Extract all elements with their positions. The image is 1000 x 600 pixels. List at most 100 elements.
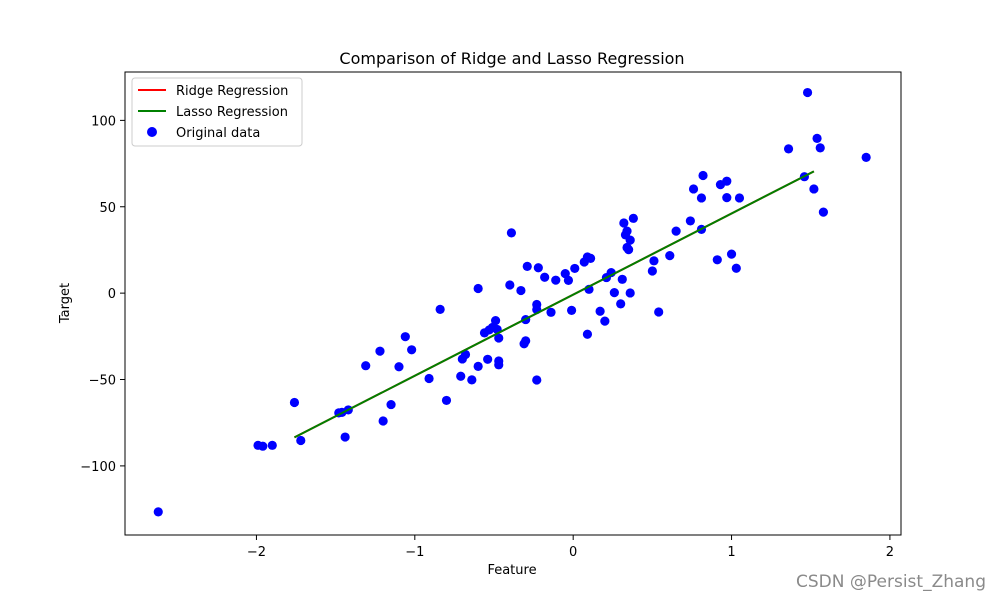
data-point xyxy=(649,256,659,266)
data-point xyxy=(582,329,593,339)
data-point xyxy=(783,144,794,154)
y-tick-label: −100 xyxy=(80,460,116,475)
data-point xyxy=(258,441,268,451)
data-point xyxy=(619,218,629,228)
data-point xyxy=(625,288,635,298)
data-point xyxy=(731,263,741,273)
data-point xyxy=(696,193,707,203)
y-axis-label: Target xyxy=(58,283,73,324)
lasso-regression-line xyxy=(293,170,815,439)
data-point xyxy=(600,316,610,326)
data-point xyxy=(861,152,871,162)
data-point xyxy=(361,361,371,371)
data-point xyxy=(809,184,819,194)
plot-frame xyxy=(124,71,902,536)
legend-data-label: Original data xyxy=(176,126,260,141)
y-tick-label: 100 xyxy=(91,114,116,129)
x-tick-label: 2 xyxy=(886,545,894,560)
data-point xyxy=(625,235,635,245)
data-point xyxy=(595,306,605,316)
data-point xyxy=(386,399,396,410)
data-point xyxy=(802,87,813,98)
data-point xyxy=(467,375,477,385)
data-point xyxy=(654,307,664,317)
data-point xyxy=(685,216,695,226)
data-point xyxy=(483,354,493,364)
data-point xyxy=(617,274,627,284)
data-point xyxy=(722,176,732,186)
x-tick-label: −1 xyxy=(405,545,424,560)
data-point xyxy=(622,226,632,236)
data-point xyxy=(296,435,306,446)
legend-ridge-label: Ridge Regression xyxy=(176,84,288,99)
data-point xyxy=(570,263,580,274)
data-point xyxy=(671,226,681,236)
x-tick-label: 1 xyxy=(727,545,735,560)
data-point xyxy=(378,416,388,426)
data-point xyxy=(435,304,445,314)
plot-area: −2 −1 0 1 2 −100 −50 0 50 100 xyxy=(80,71,902,560)
data-point xyxy=(153,507,163,517)
legend: Ridge Regression Lasso Regression Origin… xyxy=(131,77,303,147)
data-point xyxy=(522,261,532,271)
data-point xyxy=(540,272,550,282)
data-point xyxy=(267,440,277,450)
x-tick-label: 0 xyxy=(569,545,577,560)
data-point xyxy=(551,275,561,285)
data-point xyxy=(441,395,452,406)
data-point xyxy=(812,133,822,143)
data-point xyxy=(473,283,483,294)
data-point xyxy=(586,253,596,264)
x-tick-label: −2 xyxy=(247,545,266,560)
data-point xyxy=(818,207,829,217)
data-point xyxy=(533,263,543,273)
chart-title: Comparison of Ridge and Lasso Regression xyxy=(339,49,684,68)
data-point xyxy=(521,336,531,346)
data-point xyxy=(473,361,483,371)
data-point xyxy=(647,266,657,276)
data-point xyxy=(698,170,708,181)
data-point xyxy=(726,249,737,259)
data-point xyxy=(563,275,574,285)
y-tick-label: 0 xyxy=(108,287,116,302)
data-point xyxy=(505,280,515,290)
x-axis-label: Feature xyxy=(487,563,536,578)
legend-lasso-label: Lasso Regression xyxy=(176,105,288,120)
data-point xyxy=(516,285,526,296)
data-point xyxy=(815,143,825,153)
data-point xyxy=(375,346,385,356)
data-point xyxy=(688,184,699,194)
data-point xyxy=(490,316,501,326)
data-point xyxy=(616,299,626,309)
data-point xyxy=(566,305,577,316)
data-point xyxy=(532,375,542,385)
data-point xyxy=(665,251,675,261)
data-point xyxy=(624,244,634,255)
x-axis-ticks: −2 −1 0 1 2 xyxy=(247,535,894,560)
y-tick-label: −50 xyxy=(89,374,116,389)
data-point xyxy=(460,349,471,360)
y-tick-label: 50 xyxy=(99,201,116,216)
data-point xyxy=(494,360,504,370)
data-point xyxy=(456,371,466,381)
data-point xyxy=(628,213,638,223)
data-point xyxy=(340,432,350,442)
data-point xyxy=(424,373,434,384)
legend-data-swatch xyxy=(147,127,157,137)
data-point xyxy=(494,333,504,343)
data-point xyxy=(407,345,417,355)
data-point xyxy=(400,332,410,342)
watermark: CSDN @Persist_Zhang xyxy=(796,572,986,592)
data-point xyxy=(722,192,732,203)
legend-box xyxy=(131,77,303,147)
data-point xyxy=(712,255,722,265)
series-layer xyxy=(153,87,871,517)
data-point xyxy=(546,307,556,317)
data-point xyxy=(734,193,745,203)
y-axis-ticks: −100 −50 0 50 100 xyxy=(80,114,125,475)
data-point xyxy=(609,288,619,298)
data-point xyxy=(394,362,404,372)
data-point xyxy=(506,228,517,238)
data-point xyxy=(289,397,300,408)
